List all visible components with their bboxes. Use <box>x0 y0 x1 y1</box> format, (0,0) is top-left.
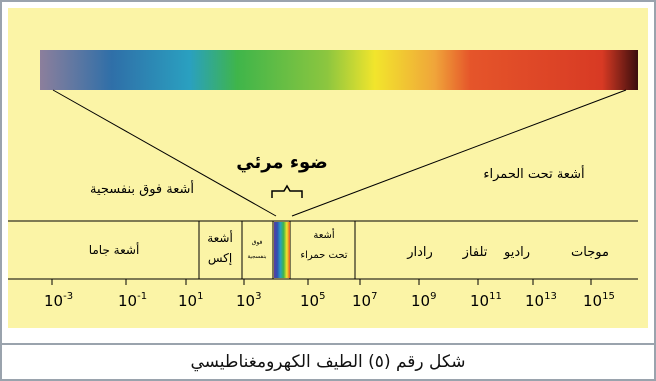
visible-light-brace <box>271 184 303 198</box>
spectrum-diagram: ضوء مرئي أشعة فوق بنفسجية أشعة تحت الحمر… <box>8 50 638 310</box>
tick-label: 1015 <box>583 291 615 310</box>
tick-label: 105 <box>300 291 325 310</box>
tick-label: 10-3 <box>44 291 73 310</box>
tick-label: 1011 <box>470 291 502 310</box>
band-label-infrared-line1: أشعة <box>313 228 335 241</box>
tick-label: 1013 <box>525 291 557 310</box>
tick-axis: 10-3 10-1 101 103 105 107 109 1011 1013 1015 <box>44 279 615 310</box>
diagram-panel: ضوء مرئي أشعة فوق بنفسجية أشعة تحت الحمر… <box>8 8 648 328</box>
tick-label: 109 <box>411 291 436 310</box>
projection-line-left <box>52 89 277 217</box>
band-label-uv-line1: فوق <box>252 239 263 246</box>
tick-label: 101 <box>178 291 203 310</box>
band-label-xray-line1: أشعة <box>207 230 233 245</box>
band-label-radio: راديو <box>503 245 530 260</box>
visible-spectrum-bar <box>40 50 638 90</box>
projection-line-right <box>291 89 627 217</box>
band-label-xray-line2: إكس <box>208 251 232 266</box>
band-label-uv-line2: بنفسجية <box>247 254 267 260</box>
band-label-radar: رادار <box>406 245 433 260</box>
band-label-tv: تلفاز <box>462 245 488 260</box>
figure-caption: شكل رقم (٥) الطيف الكهرومغناطيسي <box>2 343 654 381</box>
tick-label: 10-1 <box>118 291 147 310</box>
infrared-label: أشعة تحت الحمراء <box>483 165 584 182</box>
ultraviolet-label: أشعة فوق بنفسجية <box>90 180 194 197</box>
visible-band-strip <box>274 222 290 278</box>
band-label-waves: موجات <box>571 245 609 260</box>
visible-light-label: ضوء مرئي <box>236 152 327 173</box>
band-label-infrared-line2: تحت حمراء <box>300 250 347 261</box>
tick-label: 103 <box>236 291 261 310</box>
tick-label: 107 <box>352 291 377 310</box>
band-label-gamma: أشعة جاما <box>89 242 140 257</box>
